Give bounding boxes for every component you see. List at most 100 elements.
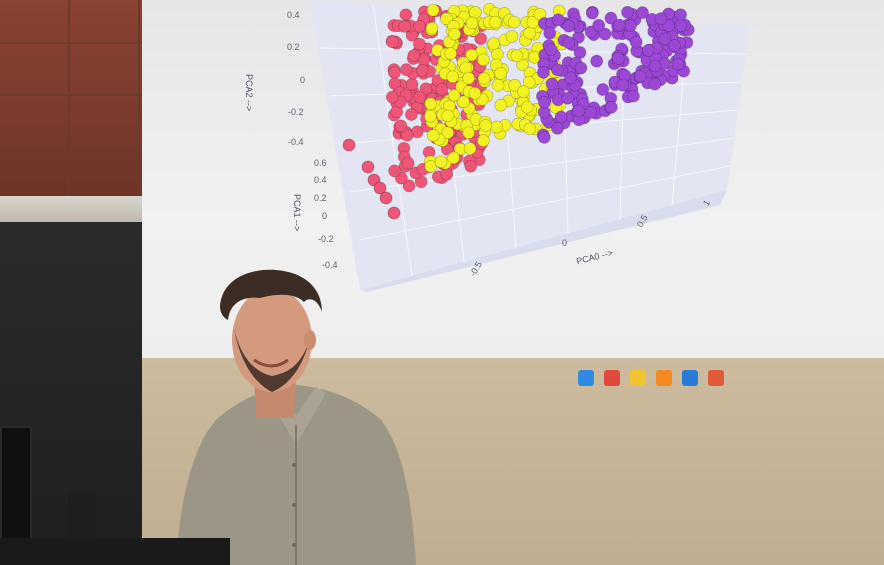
scatter-point: [648, 59, 662, 73]
scatter-point: [419, 82, 433, 96]
scatter-point: [441, 126, 455, 140]
scatter-point: [674, 8, 687, 22]
scatter-point: [464, 159, 478, 173]
pca1-tick: -0.2: [318, 234, 334, 244]
scatter-point: [563, 71, 577, 85]
scatter-point: [604, 11, 618, 25]
scatter-point: [426, 129, 440, 142]
scatter-point: [585, 6, 599, 20]
scatter-point: [447, 151, 460, 165]
scatter-point: [544, 43, 558, 56]
scatter-point: [517, 85, 530, 98]
scatter-points: [342, 2, 695, 220]
scatter-point: [624, 19, 637, 32]
scatter-point: [385, 35, 399, 49]
scatter-point: [590, 54, 604, 68]
scatter-point: [604, 100, 618, 114]
scatter-point: [394, 119, 408, 133]
scatter-point: [621, 5, 634, 19]
scatter-point: [584, 106, 598, 119]
vscode-icon: [682, 370, 698, 386]
pca2-tick: 0: [300, 75, 306, 85]
scatter-point: [538, 95, 551, 109]
scatter-point: [592, 18, 606, 32]
scatter-point: [574, 61, 588, 75]
scatter-point: [551, 122, 564, 135]
scatter-point: [627, 89, 640, 103]
scatter-point: [398, 20, 412, 33]
scatter-point: [440, 167, 454, 181]
monitor: [0, 426, 32, 542]
wall-trim: [0, 196, 142, 224]
scatter-point: [413, 90, 427, 104]
scatter-point: [413, 37, 426, 51]
scatter-point: [658, 32, 672, 46]
scatter-point: [388, 66, 401, 79]
scatter-point: [507, 15, 521, 29]
scatter-point: [671, 57, 685, 71]
scatter-point: [494, 67, 508, 80]
scatter-point: [444, 47, 457, 60]
pca1-axis-title: PCA1 -->: [292, 194, 302, 232]
scatter-point: [522, 75, 536, 89]
scatter-point: [387, 206, 401, 220]
scatter-point: [654, 12, 668, 25]
projected-taskbar: [578, 370, 724, 388]
scatter-point: [399, 63, 413, 76]
scatter-point: [407, 49, 421, 62]
scatter-point: [465, 48, 478, 62]
scatter-point: [613, 18, 626, 32]
pca1-tick: -0.4: [322, 260, 338, 270]
scatter-point: [662, 19, 676, 33]
scatter-point: [401, 156, 415, 170]
scatter-point: [379, 191, 393, 205]
scatter-point: [400, 128, 414, 142]
scatter-point: [462, 71, 475, 85]
scatter-point: [508, 79, 522, 92]
folder-icon: [630, 370, 646, 386]
pca1-tick: 0.4: [314, 175, 327, 185]
brick-wall: [0, 0, 142, 200]
presenter-head: [220, 269, 322, 418]
windows-icon: [578, 370, 594, 386]
scatter-point: [562, 19, 576, 33]
scatter-point: [462, 126, 475, 140]
scatter-point: [414, 175, 428, 189]
scatter-point: [424, 160, 438, 173]
scatter-point: [490, 120, 504, 134]
scatter-point: [616, 78, 630, 92]
scatter-point: [415, 63, 429, 77]
projection-screen: 0.4 0.2 0 -0.2 -0.4 PCA2 --> 0.6 0.4 0.2…: [142, 0, 884, 365]
scatter-point: [476, 134, 490, 147]
scatter-point: [572, 104, 585, 118]
scatter-point: [573, 46, 587, 59]
scatter-point: [596, 83, 610, 96]
scatter-point: [388, 164, 401, 178]
pca2-tick: 0.2: [287, 42, 300, 52]
scatter-point: [611, 52, 625, 65]
pca2-tick: 0.4: [287, 10, 300, 20]
microphone-stand: [68, 492, 96, 538]
scatter-point: [441, 109, 454, 123]
scatter-point: [402, 179, 416, 193]
scatter-point: [636, 6, 649, 19]
scatter-point: [545, 77, 559, 91]
scatter-point: [674, 19, 688, 33]
scatter-point: [440, 12, 453, 26]
scatter-point: [342, 138, 356, 152]
scatter-point: [424, 97, 437, 111]
pca2-axis-title: PCA2 -->: [244, 74, 254, 112]
scatter-point: [385, 90, 399, 104]
scatter-point: [405, 108, 418, 121]
scatter-point: [641, 44, 655, 57]
scatter-point: [468, 86, 482, 100]
pca1-tick: 0.6: [314, 158, 327, 168]
podium: [0, 538, 230, 565]
scatter-point: [361, 160, 375, 174]
scatter-point: [561, 91, 574, 105]
scatter-point: [551, 13, 565, 27]
scatter-point: [537, 131, 551, 144]
scatter-point: [491, 78, 505, 92]
scatter-point: [476, 53, 490, 67]
pca1-tick: 0.2: [314, 193, 327, 203]
